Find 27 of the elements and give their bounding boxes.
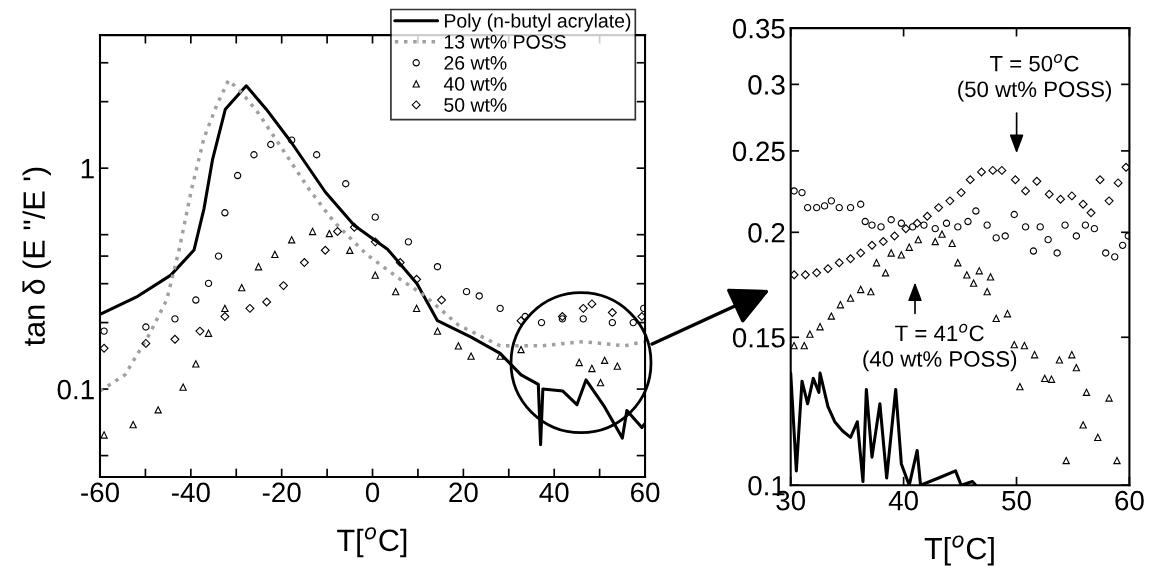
x-axis-title: T[$^{o}$C] <box>924 535 994 566</box>
legend-label: 26 wt% <box>444 56 507 70</box>
x-tick-label: 0 <box>365 482 380 503</box>
y-tick-label: 0.2 <box>748 222 785 243</box>
y-tick-label: 0.1 <box>57 379 94 400</box>
x-tick-label: -60 <box>81 482 119 503</box>
x-axis-title: T[$^{o}$C] <box>337 527 407 558</box>
y-tick-label: 0.15 <box>732 327 785 348</box>
x-tick-label: 40 <box>888 490 918 511</box>
x-tick-label: 40 <box>539 482 569 503</box>
x-tick-label: 20 <box>449 482 478 503</box>
y-tick-label: 0.25 <box>732 141 785 162</box>
legend-label: Poly (n-butyl acrylate) <box>445 13 631 32</box>
y-tick-label: 0.3 <box>748 75 785 95</box>
legend-label: 13 wt% POSS <box>444 34 566 49</box>
y-tick-label: 1 <box>81 159 94 179</box>
annotation: T = 41$^{o}$C (40 wt% POSS) <box>863 323 1017 372</box>
x-tick-label: -40 <box>172 482 210 503</box>
x-tick-label: -20 <box>262 482 301 503</box>
y-tick-label: 0.35 <box>732 18 785 39</box>
x-tick-label: 60 <box>631 482 660 503</box>
annotation: T = 50$^{o}$C (50 wt% POSS) <box>958 54 1111 102</box>
x-tick-label: 50 <box>1002 490 1031 511</box>
legend-label: 50 wt% <box>444 98 507 112</box>
y-axis-title: tan δ (E ''/E ') <box>22 167 51 346</box>
x-tick-label: 60 <box>1115 490 1144 511</box>
legend-label: 40 wt% <box>443 77 507 91</box>
